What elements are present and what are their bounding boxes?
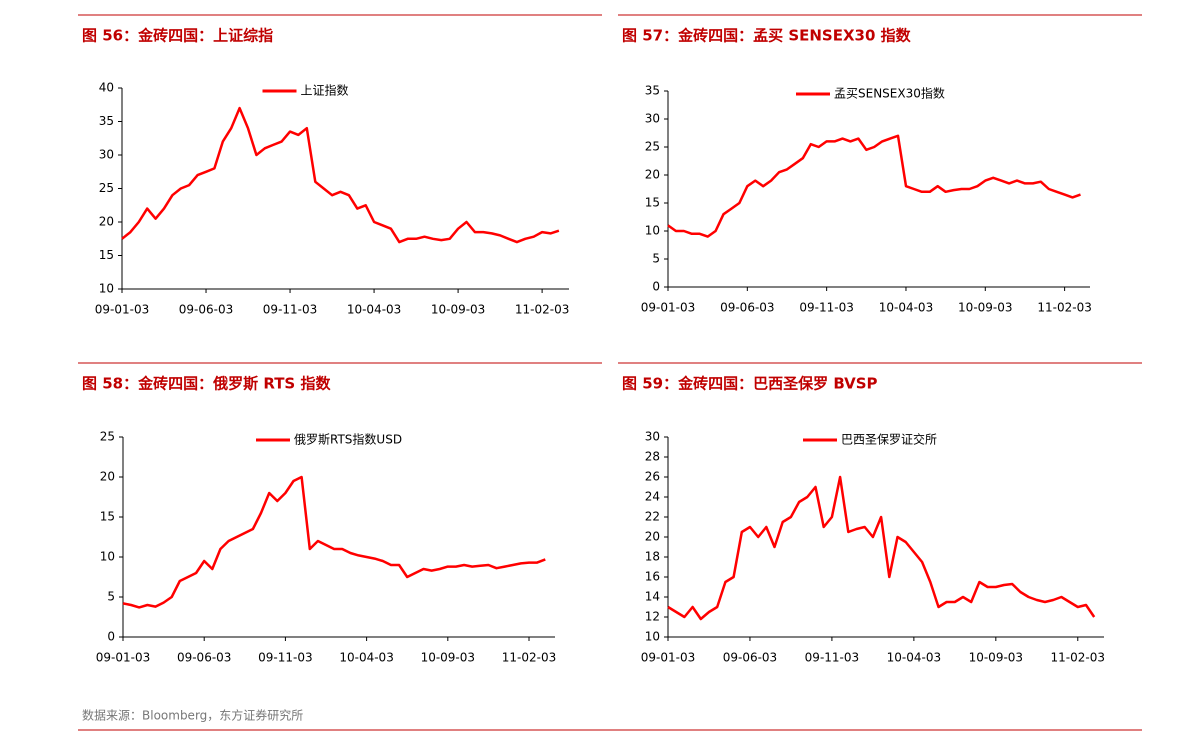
- x-tick-label: 09-06-03: [177, 651, 231, 665]
- y-tick-label: 0: [652, 280, 660, 294]
- y-tick-label: 28: [645, 450, 660, 464]
- y-tick-label: 30: [645, 112, 660, 126]
- y-tick-label: 18: [645, 550, 660, 564]
- x-tick-label: 09-11-03: [799, 301, 853, 315]
- y-tick-label: 15: [100, 510, 115, 524]
- y-tick-label: 20: [100, 470, 115, 484]
- x-tick-label: 10-09-03: [421, 651, 475, 665]
- y-tick-label: 10: [100, 550, 115, 564]
- x-tick-label: 10-04-03: [887, 651, 941, 665]
- y-tick-label: 14: [645, 590, 660, 604]
- y-tick-label: 22: [645, 510, 660, 524]
- x-tick-label: 09-11-03: [258, 651, 312, 665]
- y-tick-label: 0: [107, 630, 115, 644]
- series-line: [121, 106, 560, 244]
- x-tick-label: 09-06-03: [723, 651, 777, 665]
- x-tick-label: 09-11-03: [263, 303, 317, 317]
- x-tick-label: 10-04-03: [339, 651, 393, 665]
- x-tick-label: 09-06-03: [720, 301, 774, 315]
- x-tick-label: 09-01-03: [95, 303, 149, 317]
- x-tick-label: 10-09-03: [958, 301, 1012, 315]
- x-tick-label: 09-01-03: [641, 301, 695, 315]
- legend-label: 上证指数: [301, 83, 349, 98]
- source: 数据来源：Bloomberg，东方证券研究所: [82, 708, 303, 723]
- y-tick-label: 20: [99, 215, 114, 229]
- x-tick-label: 10-04-03: [347, 303, 401, 317]
- x-tick-label: 09-06-03: [179, 303, 233, 317]
- y-tick-label: 25: [99, 181, 114, 195]
- y-tick-label: 30: [645, 430, 660, 444]
- x-tick-label: 11-02-03: [515, 303, 569, 317]
- y-tick-label: 30: [99, 148, 114, 162]
- x-tick-label: 10-09-03: [431, 303, 485, 317]
- y-tick-label: 10: [645, 630, 660, 644]
- x-tick-label: 09-01-03: [641, 651, 695, 665]
- x-tick-label: 10-04-03: [879, 301, 933, 315]
- x-tick-label: 10-09-03: [969, 651, 1023, 665]
- y-tick-label: 24: [645, 490, 660, 504]
- y-tick-label: 15: [99, 248, 114, 262]
- y-tick-label: 35: [99, 114, 114, 128]
- y-tick-label: 12: [645, 610, 660, 624]
- legend-label: 巴西圣保罗证交所: [841, 432, 937, 447]
- y-tick-label: 10: [99, 282, 114, 296]
- y-tick-label: 5: [107, 590, 115, 604]
- y-tick-label: 25: [100, 430, 115, 444]
- y-tick-label: 26: [645, 470, 660, 484]
- series-line: [122, 475, 546, 609]
- series-line: [667, 134, 1081, 238]
- y-tick-label: 20: [645, 530, 660, 544]
- chart-title: 图 56：金砖四国：上证综指: [82, 27, 273, 45]
- legend-label: 孟买SENSEX30指数: [834, 86, 945, 101]
- y-tick-label: 16: [645, 570, 660, 584]
- y-tick-label: 15: [645, 196, 660, 210]
- y-tick-label: 20: [645, 168, 660, 182]
- x-tick-label: 11-02-03: [1051, 651, 1105, 665]
- series-line: [667, 475, 1096, 621]
- chart-title: 图 57：金砖四国：孟买 SENSEX30 指数: [622, 27, 912, 45]
- x-tick-label: 09-01-03: [96, 651, 150, 665]
- legend-label: 俄罗斯RTS指数USD: [294, 432, 402, 447]
- y-tick-label: 25: [645, 140, 660, 154]
- y-tick-label: 5: [652, 252, 660, 266]
- y-tick-label: 40: [99, 81, 114, 95]
- chart-title: 图 59：金砖四国：巴西圣保罗 BVSP: [622, 375, 878, 393]
- x-tick-label: 11-02-03: [1037, 301, 1091, 315]
- y-tick-label: 10: [645, 224, 660, 238]
- y-tick-label: 35: [645, 84, 660, 98]
- chart-title: 图 58：金砖四国：俄罗斯 RTS 指数: [82, 375, 331, 393]
- x-tick-label: 09-11-03: [805, 651, 859, 665]
- x-tick-label: 11-02-03: [502, 651, 556, 665]
